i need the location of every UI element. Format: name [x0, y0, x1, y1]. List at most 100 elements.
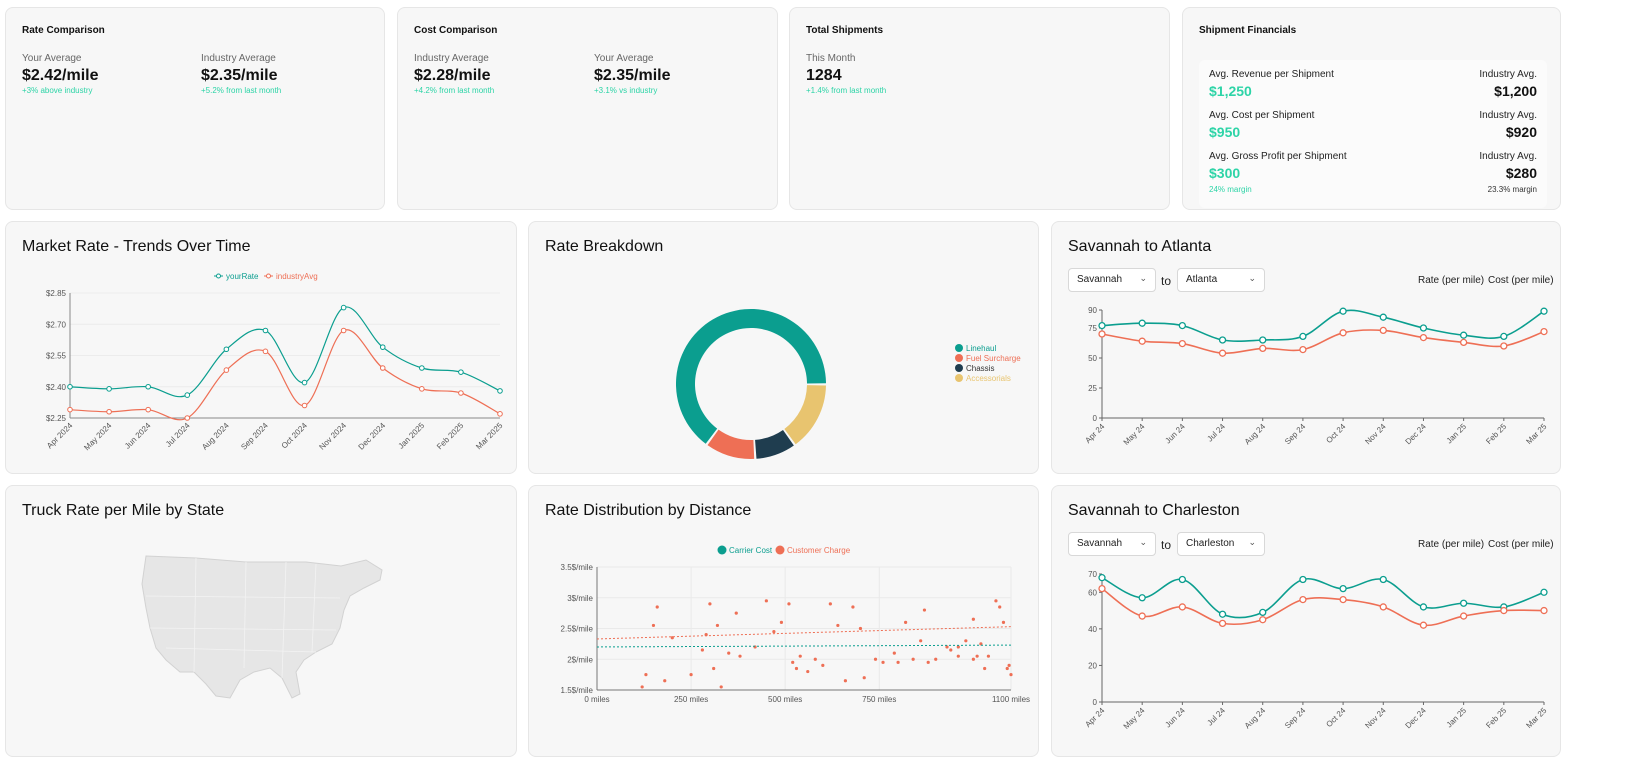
data-point [806, 669, 810, 674]
data-point [1339, 307, 1347, 315]
data-point [1540, 588, 1548, 596]
data-point [712, 666, 716, 671]
legend-label: Customer Charge [787, 546, 851, 555]
data-point [458, 369, 464, 375]
data-point [1500, 342, 1508, 350]
y-tick-label: 0 [1093, 698, 1098, 707]
origin-select[interactable]: Savannah ⌄ [1068, 532, 1156, 556]
data-point [184, 415, 191, 421]
shipment-financials-card: Shipment Financials Avg. Revenue per Shi… [1182, 7, 1561, 210]
data-point [719, 685, 723, 689]
data-point [828, 602, 832, 606]
data-point [1138, 594, 1146, 602]
x-tick-label: Mar 25 [1524, 422, 1548, 446]
data-point [301, 379, 308, 386]
industry-average-note: +5.2% from last month [201, 86, 282, 95]
x-tick-label: Feb 25 [1484, 706, 1508, 730]
x-tick-label: Apr 2024 [45, 421, 75, 451]
rate-breakdown-card: Rate Breakdown Linehaul Fuel Surcharge Cha… [528, 221, 1039, 474]
data-point [1178, 339, 1187, 348]
slice-accessorials [784, 385, 826, 445]
data-point [379, 365, 386, 371]
x-tick-label: Jun 24 [1163, 706, 1187, 730]
destination-select[interactable]: Charleston ⌄ [1177, 532, 1265, 556]
industry-average-value: $2.35/mile [201, 67, 278, 84]
data-point [798, 654, 802, 658]
legend-marker [775, 545, 785, 555]
legend-label: Chassis [966, 364, 994, 373]
data-point [1379, 326, 1387, 335]
your-average-label: Your Average [22, 53, 82, 64]
data-point [813, 657, 817, 661]
data-point [1007, 663, 1011, 667]
data-point [715, 623, 720, 628]
savannah-atlanta-card: Savannah to Atlanta Savannah ⌄ to Atlant… [1051, 221, 1561, 474]
data-point [1459, 612, 1468, 620]
data-point [1379, 313, 1387, 321]
cost-comparison-card: Cost Comparison Industry Average $2.28/m… [397, 7, 778, 210]
data-point [700, 648, 704, 652]
data-point [663, 679, 667, 683]
total-shipments-card: Total Shipments This Month 1284 +1.4% fr… [789, 7, 1170, 210]
savannah-charleston-chart: 0 20 40 60 70 Apr 24 May 24 Jun 24 Jul 24 Aug 24 S… [1083, 570, 1548, 731]
data-point [1218, 610, 1227, 618]
x-tick-label: Sep 24 [1283, 422, 1308, 447]
your-average-value: $2.42/mile [22, 67, 99, 84]
data-point [1218, 349, 1227, 357]
x-tick-label: Jul 24 [1205, 706, 1227, 728]
data-point [998, 605, 1002, 609]
legend-cost: Cost (per mile) [1488, 539, 1554, 550]
legend-cost: Cost (per mile) [1488, 275, 1554, 286]
series-line [1101, 587, 1545, 627]
data-point [1259, 616, 1267, 624]
state-map-card: Truck Rate per Mile by State [5, 485, 517, 757]
destination-select[interactable]: Atlanta ⌄ [1177, 268, 1265, 292]
x-tick-label: Aug 24 [1243, 422, 1268, 447]
data-point [1419, 333, 1428, 342]
data-point [644, 673, 648, 677]
data-point [106, 386, 112, 392]
legend-label: Linehaul [966, 344, 996, 353]
data-point [67, 406, 73, 413]
data-point [971, 657, 975, 661]
shipments-note: +1.4% from last month [806, 86, 887, 95]
data-point [1098, 321, 1106, 330]
origin-select[interactable]: Savannah ⌄ [1068, 268, 1156, 292]
data-point [1098, 330, 1106, 338]
data-point [651, 623, 656, 628]
legend-label: yourRate [226, 272, 259, 281]
margin-note: 24% margin [1209, 185, 1252, 194]
data-point [1459, 599, 1468, 607]
data-point [1419, 621, 1428, 629]
chevron-down-icon: ⌄ [1139, 273, 1147, 283]
data-point [655, 605, 659, 609]
financial-row-revenue: Avg. Revenue per Shipment $1,250 Industr… [1209, 69, 1537, 109]
x-tick-label: Feb 25 [1484, 422, 1508, 446]
data-point [873, 657, 878, 661]
data-point [1218, 336, 1227, 344]
data-point [821, 663, 825, 667]
data-point [1098, 574, 1106, 582]
metric-value: $300 [1209, 165, 1241, 181]
y-tick-label: 60 [1088, 588, 1097, 597]
data-point [922, 608, 927, 612]
data-point [1299, 345, 1307, 354]
y-tick-label: 2.5$/mile [561, 625, 594, 634]
industry-average-label: Industry Average [201, 53, 276, 64]
your-average-note: +3.1% vs industry [594, 86, 658, 95]
data-point [727, 651, 731, 655]
data-point [994, 599, 998, 603]
data-point [340, 327, 347, 334]
y-tick-label: 70 [1088, 570, 1097, 579]
data-point [1500, 332, 1508, 341]
industry-value: $280 [1505, 165, 1537, 181]
shipments-value: 1284 [806, 67, 842, 84]
data-point [983, 666, 987, 671]
data-point [1379, 575, 1387, 584]
data-point [892, 651, 896, 655]
data-point [1540, 307, 1548, 315]
legend-marker [266, 273, 271, 279]
data-point [772, 629, 776, 634]
data-point [106, 408, 112, 415]
x-tick-label: 0 miles [584, 695, 609, 704]
